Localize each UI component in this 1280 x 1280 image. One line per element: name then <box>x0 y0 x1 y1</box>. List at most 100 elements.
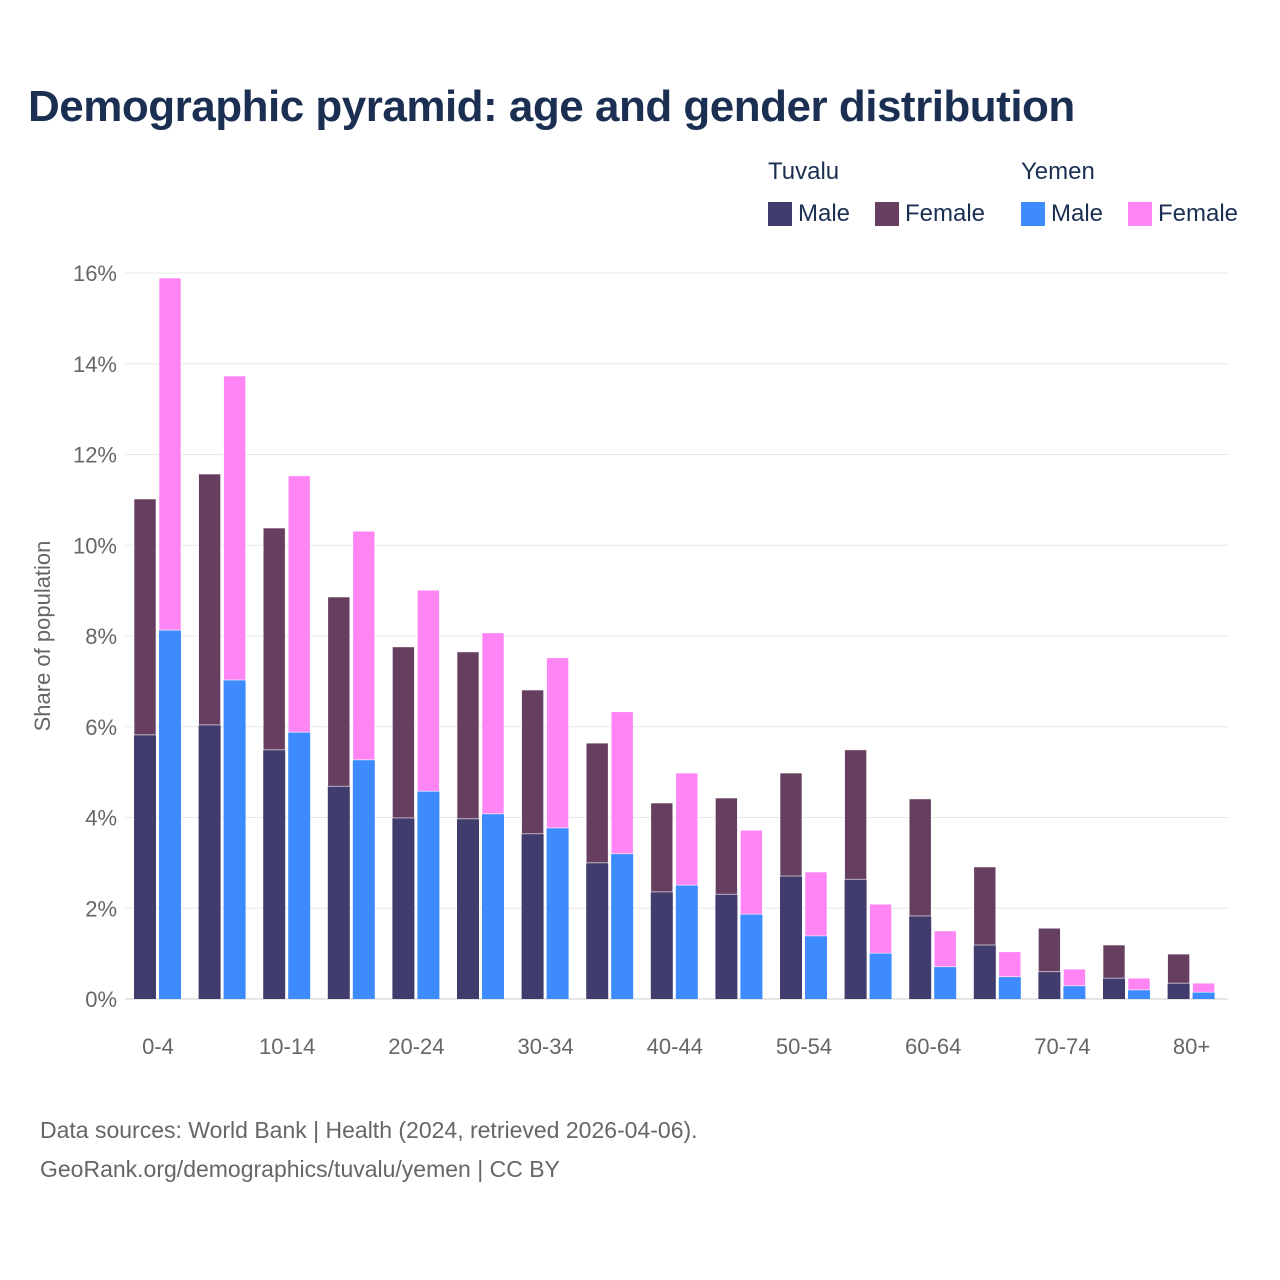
bar-tuvalu-male-15-19 <box>327 786 350 999</box>
bar-tuvalu-female-55-59 <box>844 749 867 880</box>
bar-yemen-male-35-39 <box>611 853 634 999</box>
legend-group-tuvalu: Tuvalu <box>768 158 840 185</box>
bar-tuvalu-female-10-14 <box>262 527 286 751</box>
y-tick-label: 8% <box>85 624 117 649</box>
bar-yemen-male-60-64 <box>934 966 957 999</box>
bar-yemen-male-20-24 <box>417 791 440 999</box>
bar-tuvalu-male-10-14 <box>263 749 286 999</box>
bar-yemen-female-5-9 <box>223 375 246 681</box>
bar-yemen-male-50-54 <box>805 935 827 999</box>
bar-yemen-male-30-34 <box>546 827 569 999</box>
bar-tuvalu-male-50-54 <box>780 876 802 999</box>
bar-yemen-male-45-49 <box>740 914 763 999</box>
legend-swatch <box>1021 202 1045 226</box>
y-tick-label: 16% <box>73 261 117 286</box>
x-tick-label: 80+ <box>1173 1034 1210 1059</box>
y-tick-label: 4% <box>85 806 117 831</box>
bar-tuvalu-male-35-39 <box>586 862 609 999</box>
bar-tuvalu-female-45-49 <box>715 797 738 895</box>
bar-yemen-female-70-74 <box>1063 968 1086 987</box>
bar-tuvalu-female-65-69 <box>973 866 997 946</box>
bar-yemen-female-20-24 <box>417 589 440 792</box>
bar-yemen-male-75-79 <box>1128 989 1150 999</box>
chart-plot: 0% 2% 4% 6% 8% 10% 12% 14% 16% 0-4 10-14 20-24 30-3… <box>30 261 1228 1059</box>
bar-tuvalu-female-75-79 <box>1102 944 1126 979</box>
bar-tuvalu-male-20-24 <box>392 817 415 999</box>
bar-yemen-male-80+ <box>1192 992 1215 999</box>
x-tick-label: 0-4 <box>142 1034 174 1059</box>
y-tick-label: 0% <box>85 987 117 1012</box>
bar-tuvalu-female-0-4 <box>133 498 157 736</box>
bar-yemen-female-75-79 <box>1127 977 1151 991</box>
bar-yemen-male-70-74 <box>1063 985 1086 999</box>
legend-swatch <box>1128 202 1152 226</box>
legend-tuvalu-female: Female <box>875 200 985 228</box>
bar-yemen-female-50-54 <box>804 871 828 937</box>
bar-tuvalu-female-60-64 <box>908 798 932 917</box>
bar-tuvalu-male-45-49 <box>715 894 738 999</box>
bar-yemen-female-45-49 <box>740 829 763 915</box>
x-tick-label: 70-74 <box>1034 1034 1090 1059</box>
bar-yemen-female-15-19 <box>352 530 376 761</box>
x-tick-label: 30-34 <box>517 1034 573 1059</box>
bar-yemen-female-35-39 <box>610 711 634 855</box>
y-tick-label: 6% <box>85 715 117 740</box>
bar-tuvalu-male-65-69 <box>973 945 996 999</box>
bar-yemen-female-10-14 <box>287 475 311 733</box>
bar-yemen-female-65-69 <box>998 951 1022 978</box>
bar-yemen-male-15-19 <box>352 759 375 999</box>
bar-tuvalu-male-0-4 <box>134 734 156 999</box>
x-tick-label: 50-54 <box>776 1034 832 1059</box>
bar-yemen-female-25-29 <box>481 632 505 815</box>
bar-tuvalu-male-40-44 <box>650 891 673 999</box>
legend-tuvalu-male: Male <box>768 200 850 228</box>
y-tick-label: 12% <box>73 443 117 468</box>
legend-label: Female <box>1158 200 1239 227</box>
x-tick-label: 40-44 <box>647 1034 703 1059</box>
bar-yemen-female-55-59 <box>869 903 892 954</box>
legend-label: Male <box>798 200 851 227</box>
x-tick-label: 20-24 <box>388 1034 444 1059</box>
bar-tuvalu-male-55-59 <box>844 879 867 999</box>
bar-yemen-male-55-59 <box>869 953 892 999</box>
bar-tuvalu-female-40-44 <box>650 802 674 893</box>
bar-tuvalu-female-70-74 <box>1038 927 1061 973</box>
bar-tuvalu-female-80+ <box>1167 953 1190 984</box>
bar-tuvalu-female-25-29 <box>456 651 480 820</box>
bar-tuvalu-female-50-54 <box>779 772 803 877</box>
legend-group-yemen: Yemen <box>1021 158 1095 185</box>
bar-tuvalu-female-35-39 <box>585 742 609 864</box>
chart-title: Demographic pyramid: age and gender dist… <box>28 82 1075 131</box>
y-tick-label: 14% <box>73 352 117 377</box>
bar-tuvalu-female-15-19 <box>327 596 351 787</box>
bar-yemen-male-65-69 <box>998 976 1021 999</box>
bar-yemen-male-0-4 <box>159 630 181 999</box>
bar-tuvalu-female-20-24 <box>392 646 415 819</box>
bar-yemen-female-80+ <box>1192 982 1215 993</box>
legend-swatch <box>768 202 792 226</box>
footer-sources: Data sources: World Bank | Health (2024,… <box>40 1117 698 1143</box>
bar-tuvalu-male-70-74 <box>1038 971 1061 999</box>
x-tick-label: 10-14 <box>259 1034 315 1059</box>
bar-yemen-male-10-14 <box>288 732 311 999</box>
bar-tuvalu-female-30-34 <box>521 689 544 835</box>
y-tick-label: 10% <box>73 533 117 558</box>
bar-yemen-male-5-9 <box>223 680 246 999</box>
bar-yemen-male-40-44 <box>675 885 698 999</box>
legend-label: Male <box>1051 200 1104 227</box>
legend-yemen-female: Female <box>1128 200 1238 228</box>
bar-tuvalu-male-5-9 <box>198 724 221 999</box>
y-axis-label: Share of population <box>30 541 55 732</box>
x-tick-label: 60-64 <box>905 1034 961 1059</box>
bar-tuvalu-female-5-9 <box>198 473 221 726</box>
bar-yemen-female-40-44 <box>675 772 699 886</box>
bar-tuvalu-male-60-64 <box>909 915 932 999</box>
bar-tuvalu-male-80+ <box>1167 983 1190 999</box>
y-tick-label: 2% <box>85 896 117 921</box>
legend-label: Female <box>905 200 986 227</box>
bar-yemen-female-30-34 <box>546 657 569 829</box>
legend-yemen-male: Male <box>1021 200 1103 228</box>
bar-yemen-female-0-4 <box>158 277 182 631</box>
bar-yemen-male-25-29 <box>482 813 504 999</box>
bar-tuvalu-male-30-34 <box>521 833 544 999</box>
